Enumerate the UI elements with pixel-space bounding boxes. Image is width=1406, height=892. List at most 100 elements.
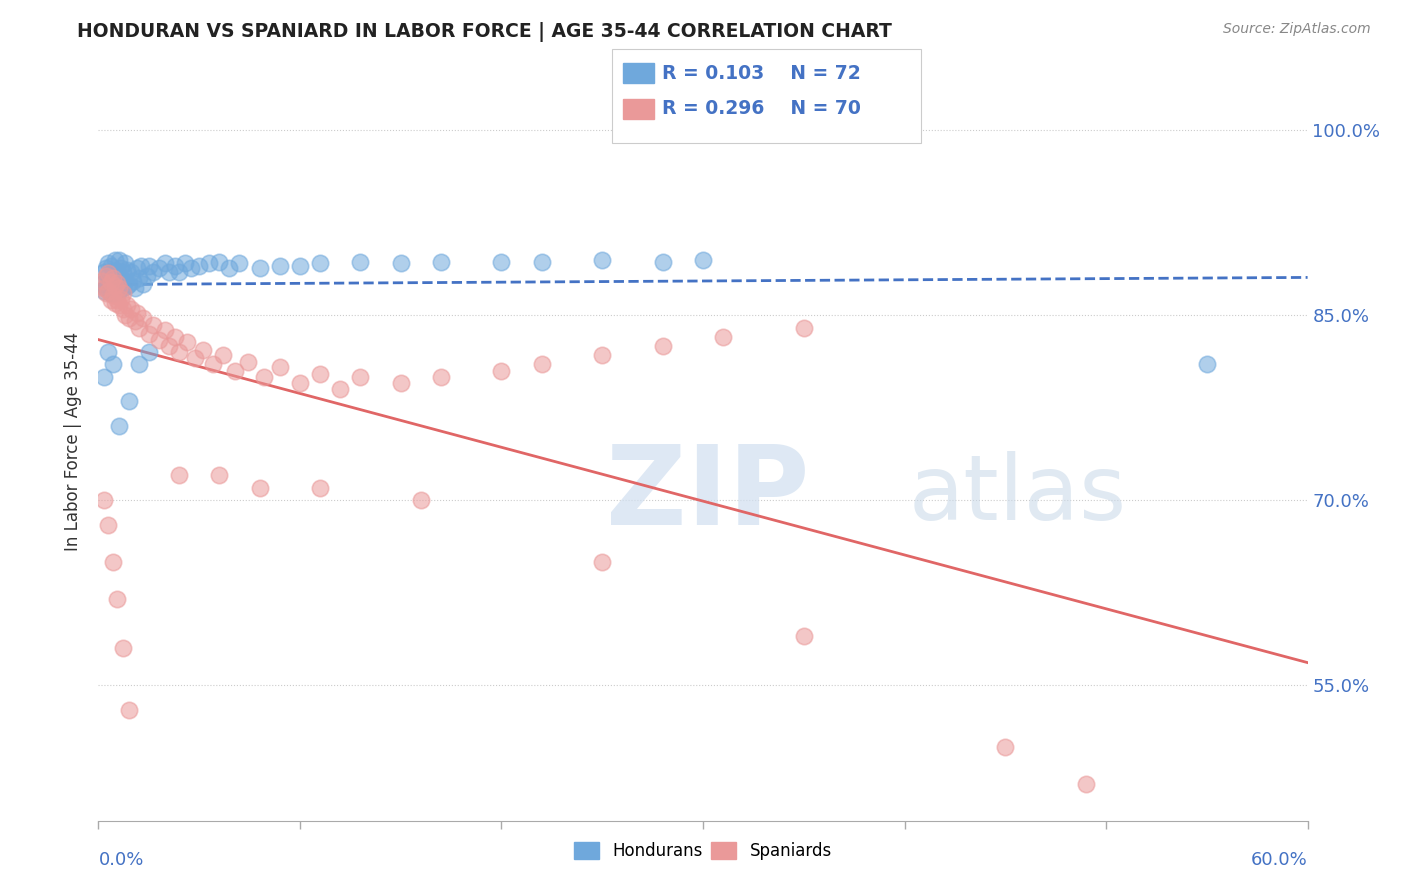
Point xyxy=(530,358,553,372)
Point xyxy=(111,641,134,656)
Point xyxy=(138,345,160,359)
Point xyxy=(389,376,412,390)
Point xyxy=(309,256,332,270)
Point xyxy=(430,255,453,269)
Point xyxy=(100,293,122,308)
Point xyxy=(97,268,120,283)
Point xyxy=(115,298,138,312)
Point xyxy=(309,368,332,382)
Point xyxy=(132,310,155,325)
Y-axis label: In Labor Force | Age 35-44: In Labor Force | Age 35-44 xyxy=(65,332,83,551)
Point xyxy=(711,330,734,344)
Point xyxy=(236,355,259,369)
Point xyxy=(111,281,134,295)
Point xyxy=(96,268,118,283)
Point xyxy=(114,256,136,270)
Point xyxy=(125,261,148,276)
Text: R = 0.296    N = 70: R = 0.296 N = 70 xyxy=(662,99,860,119)
Text: HONDURAN VS SPANIARD IN LABOR FORCE | AGE 35-44 CORRELATION CHART: HONDURAN VS SPANIARD IN LABOR FORCE | AG… xyxy=(77,22,893,42)
Point xyxy=(103,271,125,285)
Point xyxy=(97,266,120,280)
Point xyxy=(111,301,134,316)
Point xyxy=(491,255,513,269)
Point xyxy=(224,364,246,378)
Point xyxy=(96,281,118,295)
Point xyxy=(349,255,371,269)
Point xyxy=(651,339,673,353)
Point xyxy=(100,275,122,289)
Point xyxy=(188,259,211,273)
Point xyxy=(167,265,190,279)
Point xyxy=(111,285,134,300)
Point xyxy=(118,277,141,292)
Point xyxy=(329,382,352,396)
Point xyxy=(120,265,142,279)
Point xyxy=(107,284,129,298)
Point xyxy=(100,285,122,300)
Point xyxy=(107,268,129,283)
Point xyxy=(115,278,138,293)
Text: Source: ZipAtlas.com: Source: ZipAtlas.com xyxy=(1223,22,1371,37)
Point xyxy=(692,252,714,267)
Point xyxy=(103,285,125,300)
Point xyxy=(591,555,613,569)
Point xyxy=(103,278,125,293)
Point xyxy=(118,703,141,717)
Point xyxy=(91,277,114,292)
Point xyxy=(1074,777,1097,791)
Point xyxy=(97,277,120,292)
Point xyxy=(93,369,115,384)
Text: R = 0.103    N = 72: R = 0.103 N = 72 xyxy=(662,63,860,83)
Point xyxy=(591,252,613,267)
Point xyxy=(148,261,170,276)
Legend: Hondurans, Spaniards: Hondurans, Spaniards xyxy=(569,838,837,865)
Point xyxy=(176,335,198,350)
Point xyxy=(107,298,129,312)
Point xyxy=(93,265,115,279)
Point xyxy=(125,306,148,320)
Point xyxy=(269,359,291,374)
Point xyxy=(202,358,225,372)
Point xyxy=(128,320,150,334)
Point xyxy=(101,264,124,278)
Point xyxy=(157,339,180,353)
Point xyxy=(193,343,215,357)
Point xyxy=(212,348,235,362)
Point xyxy=(118,394,141,409)
Point xyxy=(153,323,176,337)
Point xyxy=(198,256,221,270)
Point xyxy=(249,261,271,276)
Point xyxy=(101,288,124,302)
Point xyxy=(208,255,231,269)
Point xyxy=(184,351,207,366)
Point xyxy=(651,255,673,269)
Point xyxy=(105,293,128,308)
Point xyxy=(93,284,115,298)
Point xyxy=(100,259,122,273)
Point xyxy=(107,252,129,267)
Point xyxy=(115,262,138,277)
Point xyxy=(142,265,165,279)
Point xyxy=(180,261,202,276)
Point xyxy=(91,274,114,288)
Point xyxy=(430,369,453,384)
Point xyxy=(101,281,124,295)
Point xyxy=(591,348,613,362)
Point xyxy=(97,256,120,270)
Point xyxy=(118,310,141,325)
Point xyxy=(114,274,136,288)
Point xyxy=(120,301,142,316)
Point xyxy=(138,326,160,341)
Point xyxy=(111,265,134,279)
Point xyxy=(409,493,432,508)
Point xyxy=(96,285,118,300)
Point xyxy=(530,255,553,269)
Point xyxy=(107,419,129,434)
Point xyxy=(107,281,129,295)
Point xyxy=(253,369,276,384)
Point xyxy=(349,369,371,384)
Point xyxy=(101,555,124,569)
Point xyxy=(142,318,165,332)
Point xyxy=(138,259,160,273)
Point xyxy=(124,314,146,328)
